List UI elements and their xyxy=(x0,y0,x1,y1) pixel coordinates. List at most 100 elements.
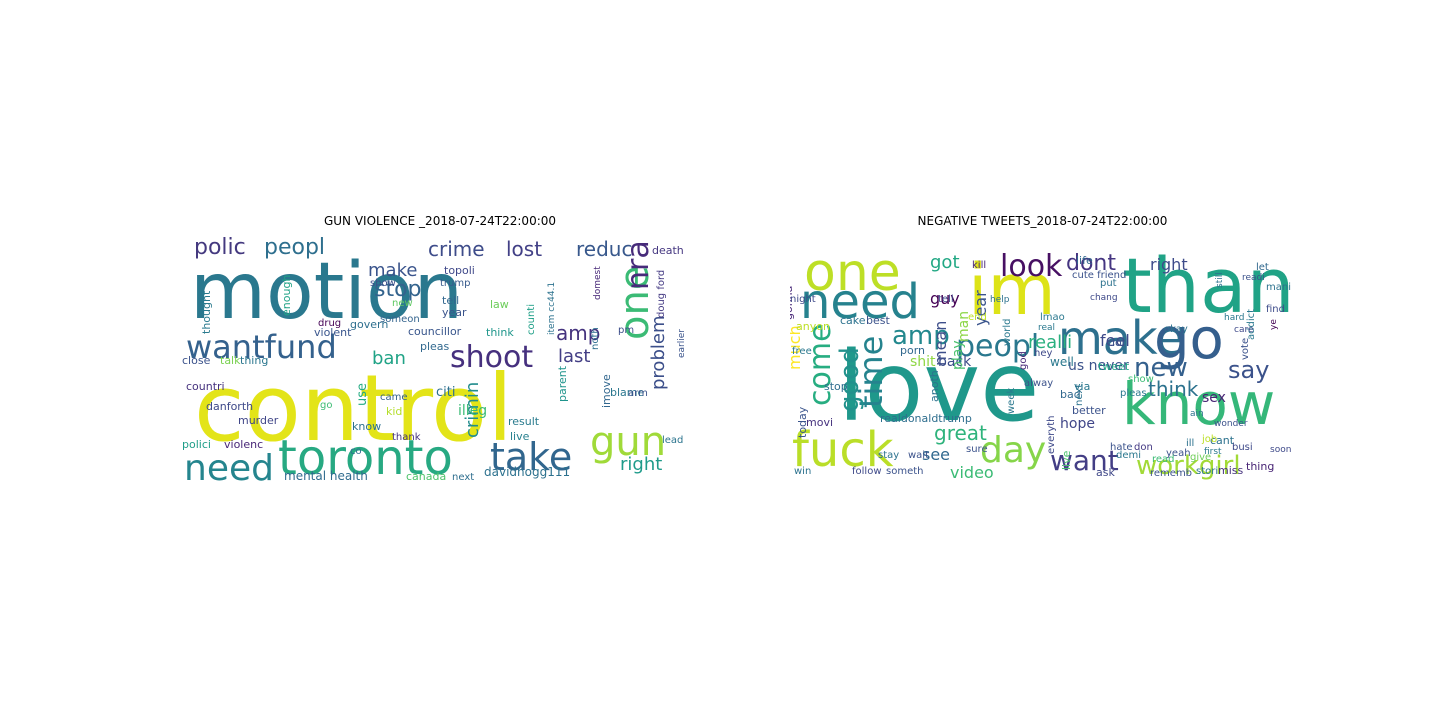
left-cloud-title: GUN VIOLENCE _2018-07-24T22:00:00 xyxy=(323,214,557,228)
left-cloud-word-polici: polici xyxy=(182,438,211,451)
left-cloud-word-imove: imove xyxy=(600,374,613,408)
left-cloud-word-doug-ford: doug ford xyxy=(656,270,667,318)
right-cloud-word-us-never: us never xyxy=(1068,358,1129,374)
right-cloud-word-stay: stay xyxy=(878,450,899,461)
right-cloud-word-ye: ye xyxy=(1269,319,1279,330)
right-wordcloud-canvas: lovethankoneimneedmakegoknowfuckdaywantw… xyxy=(790,241,1295,482)
left-cloud-word-last: last xyxy=(558,346,590,367)
left-cloud-word-crime: crime xyxy=(428,237,485,261)
right-cloud-word-put: put xyxy=(1100,278,1117,289)
right-cloud-word-vote: vote xyxy=(1240,338,1251,360)
right-cloud-word-amp: amp xyxy=(892,321,950,351)
right-cloud-word-ain: ain xyxy=(1190,409,1204,419)
right-cloud-word-best: best xyxy=(866,314,890,327)
right-cloud-word-lmao: lmao xyxy=(1040,312,1065,323)
left-cloud-word-take: take xyxy=(490,435,572,479)
right-cloud-word-yeah: yeah xyxy=(1166,448,1191,459)
right-cloud-word-miss: miss xyxy=(1218,464,1244,477)
right-cloud-word-mean: mean xyxy=(931,321,950,366)
left-cloud-word-need: need xyxy=(184,448,274,482)
right-cloud-word-much: much xyxy=(790,325,804,370)
left-cloud-word-citi: citi xyxy=(436,385,455,400)
right-cloud-word-workgirl: workgirl xyxy=(1136,451,1241,481)
right-cloud-word-wonder: wonder xyxy=(1214,419,1248,429)
right-cloud-word-gonna: gonna xyxy=(790,286,795,320)
right-cloud-word-care: care xyxy=(1234,325,1254,335)
right-cloud-word-sex: sex xyxy=(1202,390,1226,406)
right-cloud-word-live: live xyxy=(1060,450,1073,470)
left-cloud-word-blame: blame xyxy=(610,386,644,399)
right-cloud-word-bad: bad xyxy=(1060,388,1081,401)
right-cloud-word-im: im xyxy=(968,249,1056,331)
left-cloud-word-shoot: shoot xyxy=(450,340,533,375)
right-cloud-word-make: make xyxy=(1058,311,1184,365)
left-cloud-word-wantfund: wantfund xyxy=(186,328,337,366)
right-cloud-word-next: next xyxy=(1074,384,1085,406)
right-cloud-word-fuck: fuck xyxy=(792,422,894,478)
right-cloud-word-busi: busi xyxy=(1232,442,1253,453)
left-cloud-word-came: came xyxy=(380,392,408,403)
left-cloud-word-countri: countri xyxy=(186,380,225,393)
left-cloud-word-motion: motion xyxy=(190,247,463,337)
left-cloud-word-someon: someon xyxy=(380,314,420,325)
left-cloud-word-go: go xyxy=(320,400,332,411)
right-cloud-word-got: got xyxy=(930,252,960,273)
right-cloud-word-night: night xyxy=(790,294,816,305)
left-cloud-word-kid: kid xyxy=(386,405,402,418)
right-cloud-word-good: good xyxy=(835,347,865,412)
left-cloud-word-arm: arm xyxy=(628,388,648,399)
right-cloud-word-read: read xyxy=(1152,454,1175,465)
left-cloud-word-trump: trump xyxy=(440,278,470,289)
right-cloud-word-look: look xyxy=(1000,249,1063,284)
right-cloud-word-day: day xyxy=(980,430,1046,471)
left-cloud-word-thought: thought xyxy=(200,290,213,334)
left-cloud-word-right: right xyxy=(620,454,662,475)
left-cloud-word-pm: pm xyxy=(618,325,634,336)
right-cloud-word-okay: okay xyxy=(1164,324,1188,335)
right-cloud-word-end: end xyxy=(968,312,987,323)
right-cloud-word-cant: cant xyxy=(1210,434,1235,447)
right-cloud-word-want: want xyxy=(1050,444,1119,477)
right-cloud-word-mani: mani xyxy=(1266,282,1291,293)
left-cloud-word-pleas: pleas xyxy=(420,340,450,353)
right-cloud-title: NEGATIVE TWEETS_2018-07-24T22:00:00 xyxy=(917,214,1168,228)
right-cloud-word-week: week xyxy=(1006,388,1017,414)
right-cloud-word-come: come xyxy=(803,323,838,406)
right-cloud-word-job: job xyxy=(1201,434,1217,445)
right-cloud-word-video: video xyxy=(950,463,994,482)
right-cloud-word-ask: ask xyxy=(1096,466,1115,479)
left-cloud-word-lead: lead xyxy=(662,435,683,446)
right-cloud-word-realli: realli xyxy=(1028,332,1072,353)
right-cloud-word-tweet: tweet xyxy=(1098,360,1130,373)
right-cloud-word-thank: thank xyxy=(1122,241,1295,330)
left-cloud-word-live: live xyxy=(510,430,530,443)
right-cloud-word-think: think xyxy=(1148,377,1199,401)
right-cloud-word-great: great xyxy=(934,421,987,445)
right-cloud-word-lol: lol xyxy=(1112,336,1125,349)
right-cloud-word-see: see xyxy=(922,445,950,464)
left-cloud-word-mental-health: mental health xyxy=(284,469,368,482)
right-cloud-word-year: year xyxy=(971,290,990,326)
right-cloud-word-someth: someth xyxy=(886,466,923,477)
left-cloud-word-violenc: violenc xyxy=(224,438,263,451)
right-cloud-word-better: better xyxy=(1072,404,1106,417)
left-cloud-word-talk: talk xyxy=(220,354,241,367)
right-cloud-word-pleas: pleas xyxy=(1120,388,1147,399)
right-cloud-word-via: via xyxy=(1074,380,1090,393)
right-cloud-word-rememb: rememb xyxy=(1150,468,1192,479)
right-cloud-word-addict: addict xyxy=(1246,309,1257,340)
right-cloud-word-man: man xyxy=(956,311,972,342)
right-cloud-word-hey: hey xyxy=(1034,348,1052,359)
right-cloud-word-love: love xyxy=(838,331,1039,443)
right-cloud-word-real: real xyxy=(1038,323,1055,333)
right-wordcloud: lovethankoneimneedmakegoknowfuckdaywantw… xyxy=(790,230,1295,482)
left-cloud-word-polic: polic xyxy=(194,235,246,260)
left-cloud-word-toronto: toronto xyxy=(278,430,453,482)
left-cloud-word-lost: lost xyxy=(506,237,542,261)
left-cloud-word-gun: gun xyxy=(590,419,666,465)
left-cloud-word-year: year xyxy=(442,306,467,319)
left-cloud-word-noth: noth xyxy=(590,327,601,350)
left-cloud-word-make: make xyxy=(368,260,417,281)
right-cloud-word-porn: porn xyxy=(900,344,925,357)
